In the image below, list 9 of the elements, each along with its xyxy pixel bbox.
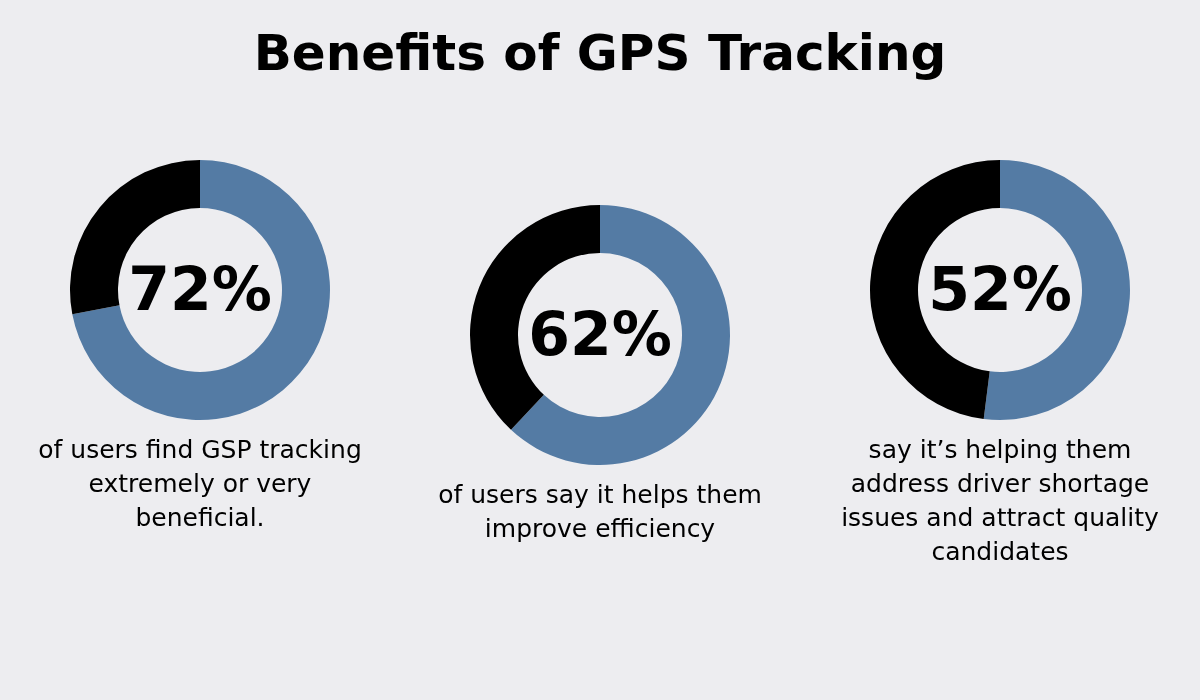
- text: 72%: [128, 254, 272, 324]
- text: Benefits of GPS Tracking: [253, 24, 947, 82]
- text: of users find GSP tracking extremely or very beneficial.: [38, 435, 362, 532]
- text: say it’s helping them address driver shortage issues and attract quality candidates: [841, 435, 1160, 566]
- donut-slice: [72, 160, 330, 420]
- text: 52%: [928, 254, 1072, 324]
- text: of users say it helps them improve efficiency: [438, 480, 762, 543]
- text: 62%: [528, 299, 672, 369]
- donut-slice: [511, 205, 730, 465]
